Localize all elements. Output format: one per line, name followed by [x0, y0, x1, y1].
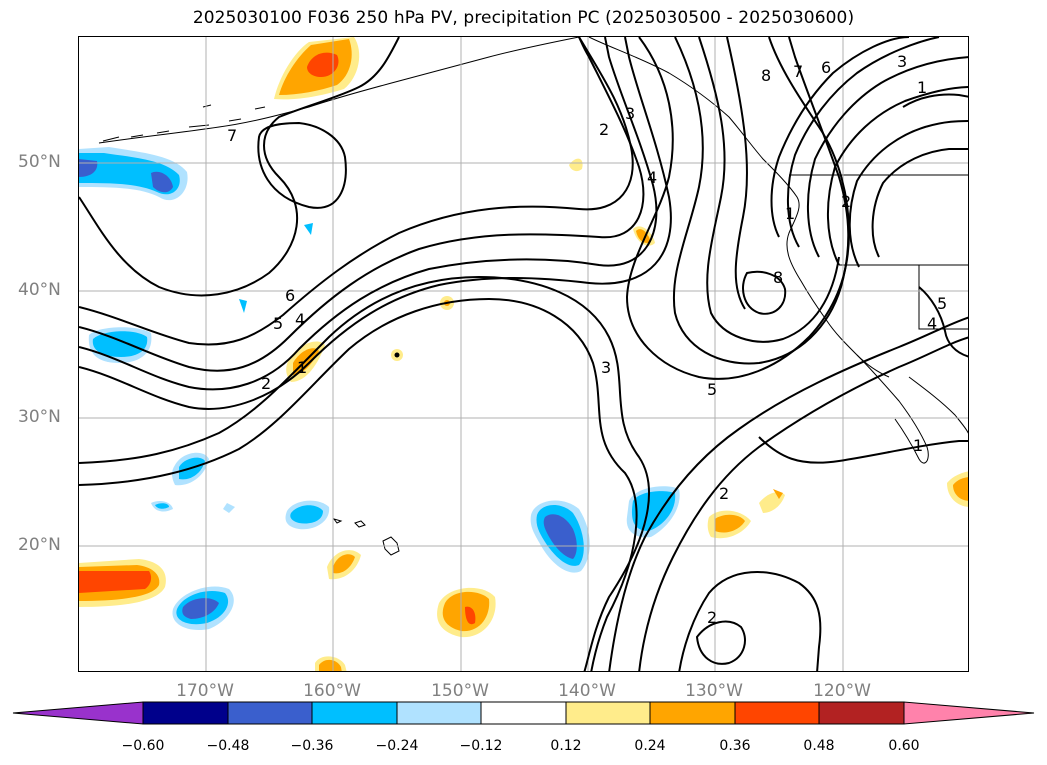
contour-label-4: 4: [295, 310, 305, 329]
colorbar: [12, 701, 1035, 725]
colorbar-segment: [142, 701, 229, 725]
colorbar-segment: [818, 701, 905, 725]
contour-label-7: 7: [227, 126, 237, 145]
contour-label-3: 3: [625, 104, 635, 123]
colorbar-extend-low: [12, 701, 144, 725]
contour-label-5b: 5: [707, 380, 717, 399]
precip-shading: [79, 37, 968, 671]
contour-label-1c: 1: [785, 204, 795, 223]
contour-label-6b: 6: [821, 58, 831, 77]
contour-label-3b: 3: [601, 358, 611, 377]
colorbar-tick: 0.48: [803, 738, 835, 754]
colorbar-segment: [396, 701, 482, 725]
colorbar-extend-high: [903, 701, 1035, 725]
contour-label-2e: 2: [841, 192, 851, 211]
colorbar-segment: [734, 701, 820, 725]
contour-label-6: 6: [285, 286, 295, 305]
colorbar-segment: [649, 701, 736, 725]
contour-label-2d: 2: [707, 608, 717, 627]
colorbar-tick: −0.48: [206, 738, 250, 754]
lat-label-40n: 40°N: [18, 280, 61, 300]
colorbar-segment: [227, 701, 313, 725]
coastlines: [98, 37, 968, 556]
lon-label-160w: 160°W: [303, 681, 361, 701]
colorbar-tick: 0.36: [719, 738, 751, 754]
map-canvas: 7 6 5 4 2 1 2 3 4 3 5 2 2 8 7 6 3 1 2 1 …: [79, 37, 968, 671]
contour-label-2c: 2: [719, 484, 729, 503]
lat-label-30n: 30°N: [18, 407, 61, 427]
contour-label-5: 5: [273, 314, 283, 333]
lon-label-150w: 150°W: [431, 681, 489, 701]
contour-label-7b: 7: [793, 62, 803, 81]
contour-label-1: 1: [297, 358, 307, 377]
chart-title: 2025030100 F036 250 hPa PV, precipitatio…: [192, 8, 855, 28]
contour-label-1b: 1: [917, 78, 927, 97]
contour-label-8b: 8: [773, 268, 783, 287]
colorbar-segment: [311, 701, 398, 725]
contour-label-8: 8: [761, 66, 771, 85]
contour-label-4b: 4: [647, 168, 657, 187]
colorbar-tick: −0.24: [375, 738, 419, 754]
contour-labels: 7 6 5 4 2 1 2 3 4 3 5 2 2 8 7 6 3 1 2 1 …: [227, 52, 947, 627]
lon-label-170w: 170°W: [176, 681, 234, 701]
colorbar-segment: [480, 701, 567, 725]
colorbar-tick: −0.60: [121, 738, 165, 754]
colorbar-tick: 0.24: [634, 738, 666, 754]
contour-label-2: 2: [261, 374, 271, 393]
lon-label-140w: 140°W: [558, 681, 616, 701]
contour-label-2b: 2: [599, 120, 609, 139]
colorbar-segment: [565, 701, 651, 725]
colorbar-tick: −0.36: [290, 738, 334, 754]
contour-label-1d: 1: [913, 436, 923, 455]
pv-contours: [79, 37, 968, 671]
contour-label-4c: 4: [927, 314, 937, 333]
map-panel: 7 6 5 4 2 1 2 3 4 3 5 2 2 8 7 6 3 1 2 1 …: [78, 36, 969, 672]
contour-label-5c: 5: [937, 294, 947, 313]
contour-label-3c: 3: [897, 52, 907, 71]
colorbar-tick: 0.12: [550, 738, 582, 754]
gridlines: [79, 37, 968, 671]
lat-label-20n: 20°N: [18, 535, 61, 555]
colorbar-tick: −0.12: [459, 738, 503, 754]
colorbar-tick: 0.60: [888, 738, 920, 754]
lon-label-130w: 130°W: [685, 681, 743, 701]
lon-label-120w: 120°W: [813, 681, 871, 701]
lat-label-50n: 50°N: [18, 152, 61, 172]
